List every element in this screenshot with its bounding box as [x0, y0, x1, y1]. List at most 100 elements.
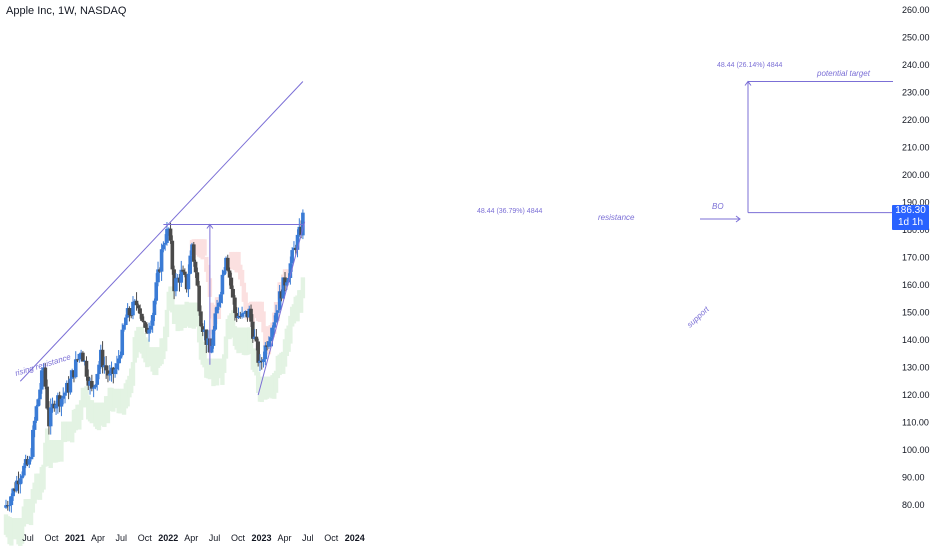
candle-body	[138, 308, 142, 314]
x-tick-label: Oct	[324, 533, 339, 543]
candle-body	[200, 326, 205, 332]
y-tick-label: 200.00	[902, 170, 930, 180]
candle-body	[256, 341, 260, 363]
candle-body	[261, 359, 266, 363]
candle-body	[161, 244, 166, 250]
candle-body	[36, 399, 40, 407]
support-zone	[298, 290, 304, 313]
candle-body	[73, 359, 78, 378]
candle-body	[281, 277, 286, 299]
candle-body	[14, 480, 19, 491]
support-zone	[288, 315, 293, 344]
y-tick-label: 190.00	[902, 198, 930, 208]
candle-body	[141, 320, 146, 323]
candle-body	[43, 367, 48, 387]
resistance-zone	[202, 239, 207, 256]
candle-body	[195, 272, 200, 286]
candle-body	[165, 228, 169, 243]
x-tick-label: Oct	[231, 533, 246, 543]
candle-body	[234, 313, 239, 318]
x-axis: Jul Oct 2021 Apr Jul Oct 2022 Apr Jul Oct 2023 Apr J…	[22, 533, 365, 543]
support-zone	[59, 440, 64, 462]
y-tick-label: 230.00	[902, 88, 930, 98]
support-zone	[273, 370, 279, 393]
candle-body	[95, 374, 100, 385]
x-tick-label: Jul	[209, 533, 221, 543]
x-tick-label: 2024	[345, 533, 365, 543]
x-tick-label: 2022	[158, 533, 178, 543]
trend-line	[19, 81, 304, 382]
bo-arrow-head	[735, 215, 741, 223]
candle-body	[159, 249, 164, 272]
candle-body	[290, 250, 294, 264]
y-tick-label: 180.00	[902, 225, 930, 235]
candle-body	[115, 363, 119, 370]
candle-body	[61, 395, 66, 399]
candle-body	[249, 308, 253, 322]
resistance-zone	[205, 264, 211, 283]
support-zone	[196, 321, 202, 343]
y-axis: 80.00 90.00 100.00 110.00 120.00 130.00 140.00…	[902, 5, 930, 510]
candle-body	[163, 242, 167, 245]
x-tick-label: Jul	[302, 533, 314, 543]
candle-body	[113, 369, 117, 374]
candle-body	[149, 325, 153, 330]
candles	[4, 209, 305, 513]
support-zone	[195, 302, 200, 327]
resistance-zone	[243, 292, 248, 312]
candle-body	[227, 270, 232, 278]
candle-body	[7, 505, 12, 507]
support-zones	[3, 239, 306, 546]
support-zone	[295, 295, 300, 322]
candle-body	[81, 352, 85, 362]
candle-body	[197, 285, 201, 312]
candle-body	[199, 311, 203, 327]
candle-body	[188, 255, 193, 274]
candle-body	[116, 358, 121, 364]
candle-body	[91, 387, 96, 389]
candle-body	[277, 291, 282, 311]
y-tick-label: 170.00	[902, 253, 930, 263]
candle-body	[34, 406, 39, 421]
candle-body	[136, 305, 141, 309]
candle-body	[45, 386, 49, 409]
candle-body	[11, 488, 15, 497]
candle-body	[240, 313, 244, 317]
y-tick-label: 260.00	[902, 5, 930, 15]
candle-body	[204, 329, 209, 345]
measure-label-1: 48.44 (36.79%) 4844	[477, 208, 542, 215]
x-tick-label: Apr	[91, 533, 105, 543]
support-zone	[300, 277, 306, 299]
bar-countdown: 1d 1h	[897, 217, 924, 228]
support-zone	[43, 442, 48, 467]
x-tick-label: 2021	[65, 533, 85, 543]
candle-body	[9, 496, 14, 506]
candle-body	[124, 317, 128, 325]
candle-body	[215, 306, 219, 314]
support-zone	[254, 355, 259, 376]
support-zone	[221, 354, 227, 373]
candle-body	[191, 244, 196, 262]
candle-body	[268, 337, 273, 342]
candle-body	[251, 321, 255, 339]
candle-body	[134, 300, 139, 306]
resistance-zone	[241, 282, 247, 302]
candle-body	[233, 297, 237, 314]
candle-body	[222, 270, 226, 275]
y-tick-label: 220.00	[902, 115, 930, 125]
y-tick-label: 240.00	[902, 60, 930, 70]
y-tick-label: 160.00	[902, 280, 930, 290]
resistance-label: resistance	[598, 213, 635, 222]
candle-body	[106, 370, 110, 376]
candle-body	[229, 277, 234, 289]
candle-body	[90, 380, 94, 389]
x-tick-label: 2023	[251, 533, 271, 543]
candle-body	[220, 274, 225, 295]
candle-body	[231, 288, 235, 298]
candle-body	[4, 505, 8, 508]
candle-body	[118, 355, 123, 359]
x-tick-label: Apr	[184, 533, 198, 543]
trend-lines	[19, 80, 893, 396]
candle-body	[186, 273, 191, 290]
